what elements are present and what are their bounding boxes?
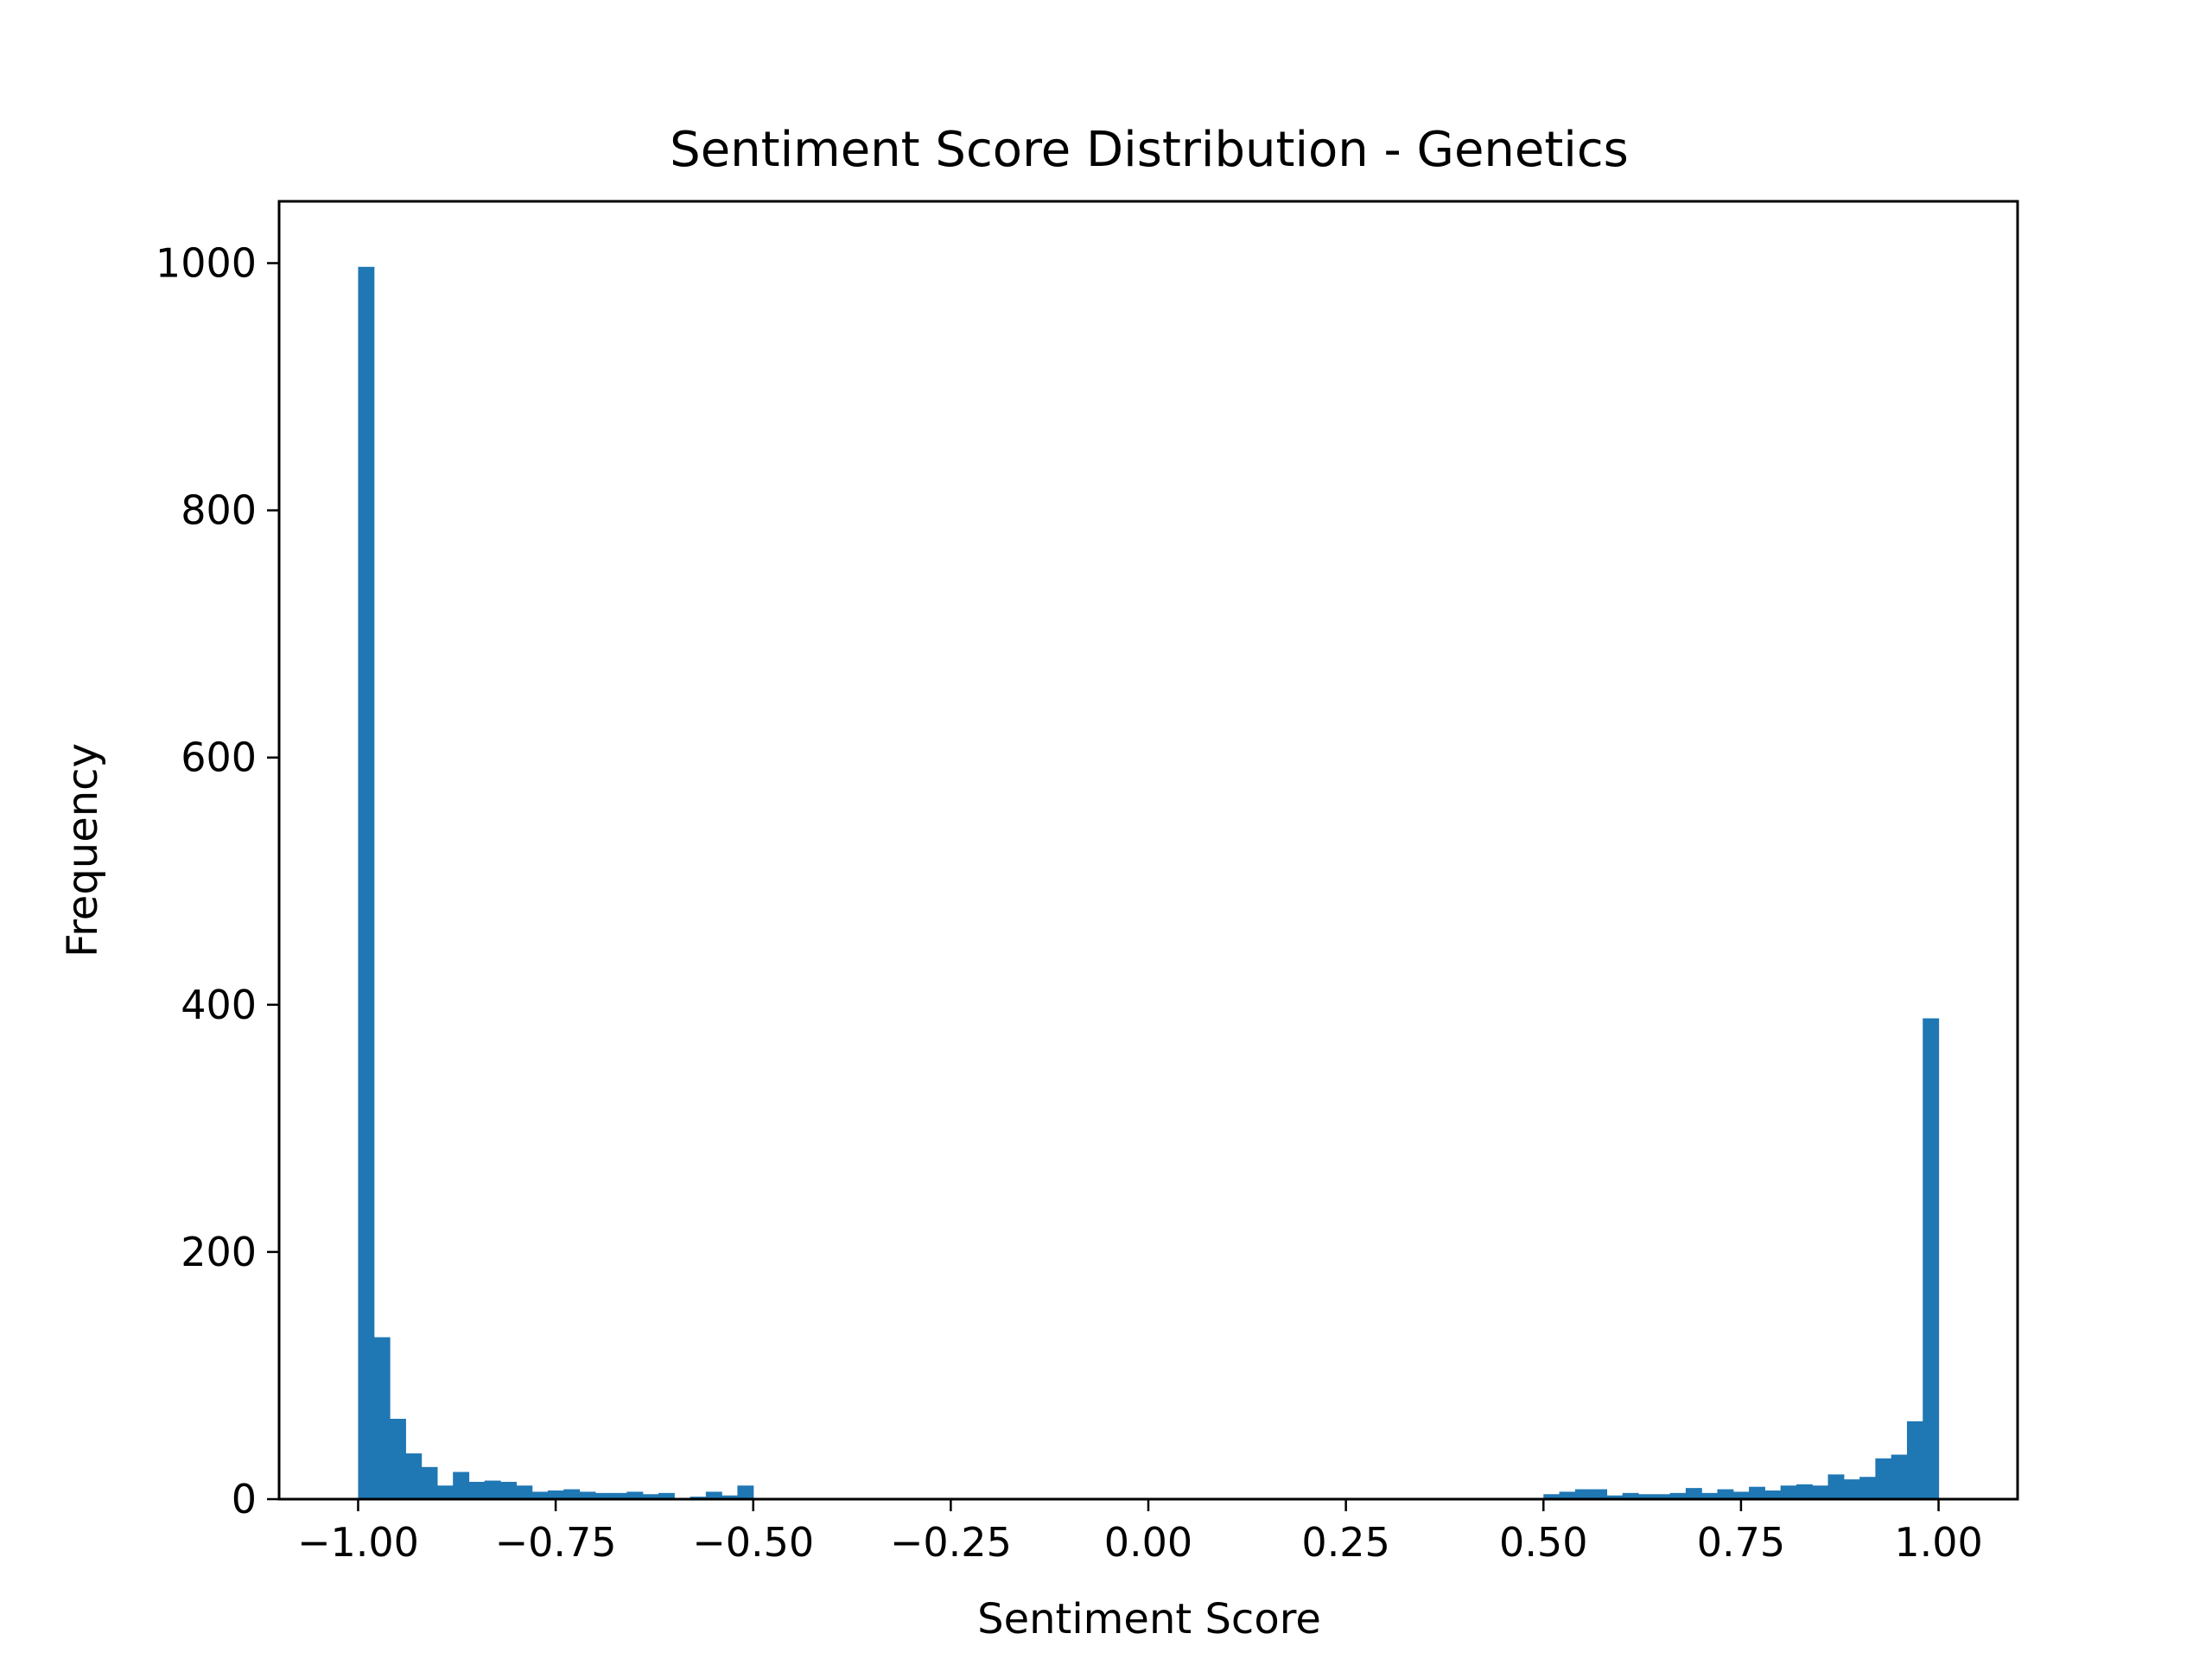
histogram-bar	[579, 1491, 596, 1499]
histogram-bar	[737, 1485, 754, 1499]
histogram-bar	[1559, 1491, 1576, 1499]
x-tick-label: 0.00	[1104, 1519, 1192, 1566]
histogram-bar	[453, 1471, 470, 1499]
histogram-bar	[373, 1337, 391, 1499]
histogram-bar	[1591, 1489, 1608, 1499]
histogram-bar	[658, 1492, 675, 1499]
histogram-bar	[1827, 1474, 1845, 1499]
histogram-bar	[1780, 1485, 1797, 1499]
histogram-bars	[358, 266, 1940, 1500]
histogram-bar	[547, 1490, 564, 1499]
histogram-bar	[1906, 1421, 1923, 1499]
histogram-bar	[1638, 1494, 1655, 1499]
histogram-bar	[1796, 1484, 1813, 1499]
histogram-bar	[1543, 1494, 1560, 1499]
x-tick-label: 0.50	[1499, 1519, 1587, 1566]
histogram-bar	[721, 1495, 739, 1499]
histogram-bar	[1622, 1492, 1639, 1499]
x-tick-label: −1.00	[297, 1519, 419, 1566]
x-axis-ticks: −1.00 −0.75 −0.50 −0.25 0.00 0.25 0.50 0.75 1.00	[297, 1499, 1983, 1566]
histogram-bar	[500, 1481, 517, 1499]
y-axis-ticks: 0 200 400 600 800 1000	[156, 240, 279, 1522]
histogram-bar	[642, 1494, 659, 1499]
y-tick-label: 1000	[156, 240, 257, 287]
y-tick-label: 600	[181, 734, 257, 781]
x-axis-label: Sentiment Score	[977, 1595, 1321, 1643]
x-tick-label: −0.75	[495, 1519, 617, 1566]
histogram-bar	[1812, 1485, 1829, 1499]
histogram-bar	[611, 1492, 627, 1499]
histogram-bar	[1606, 1495, 1624, 1499]
histogram-bar	[468, 1481, 486, 1499]
chart-title: Sentiment Score Distribution - Genetics	[670, 122, 1629, 178]
histogram-bar	[1654, 1494, 1671, 1499]
histogram-bar	[358, 266, 375, 1500]
histogram-bar	[421, 1466, 438, 1499]
histogram-bar	[1891, 1454, 1908, 1499]
x-tick-label: −0.50	[692, 1519, 814, 1566]
plot-frame	[277, 200, 2019, 1501]
histogram-bar	[390, 1419, 406, 1499]
histogram-bar	[563, 1489, 581, 1499]
histogram-bar	[626, 1491, 644, 1499]
y-tick-label: 200	[181, 1229, 257, 1275]
histogram-bar	[436, 1485, 454, 1499]
histogram-bar	[516, 1485, 533, 1499]
histogram-bar	[1701, 1492, 1719, 1499]
x-tick-label: 0.75	[1697, 1519, 1785, 1566]
histogram-bar	[705, 1491, 722, 1499]
histogram-bar	[1923, 1018, 1940, 1499]
histogram-bar	[1574, 1489, 1592, 1499]
histogram-bar	[1685, 1488, 1702, 1499]
x-tick-label: 0.25	[1301, 1519, 1389, 1566]
histogram-bar	[1764, 1490, 1782, 1499]
histogram-bar	[594, 1492, 612, 1499]
histogram-bar	[1843, 1479, 1860, 1499]
histogram-bar	[405, 1453, 423, 1499]
y-axis-label: Frequency	[59, 743, 107, 957]
y-tick-label: 800	[181, 487, 257, 534]
histogram-bar	[1749, 1486, 1765, 1499]
histogram-bar	[1669, 1492, 1687, 1499]
histogram-bar	[531, 1491, 549, 1499]
histogram-bar	[484, 1480, 501, 1499]
histogram-bar	[1717, 1489, 1734, 1499]
histogram-bar	[1732, 1491, 1750, 1499]
x-tick-label: −0.25	[890, 1519, 1012, 1566]
y-tick-label: 0	[232, 1476, 257, 1522]
histogram-bar	[1859, 1477, 1876, 1499]
histogram-bar	[1875, 1458, 1892, 1499]
y-tick-label: 400	[181, 982, 257, 1028]
x-tick-label: 1.00	[1894, 1519, 1982, 1566]
